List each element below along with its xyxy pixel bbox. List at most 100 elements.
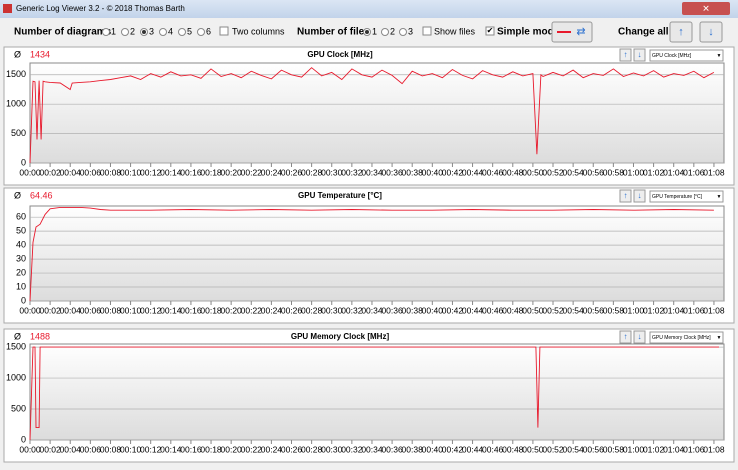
x-tick-label: 00:26 [281, 305, 303, 315]
x-tick-label: 00:46 [482, 305, 504, 315]
window-title: Generic Log Viewer 3.2 - © 2018 Thomas B… [16, 4, 185, 13]
x-tick-label: 00:38 [402, 167, 424, 177]
x-tick-label: 00:30 [321, 167, 343, 177]
up-icon: ↑ [678, 26, 684, 38]
simple-mode-checkbox[interactable] [485, 26, 495, 36]
x-tick-label: 00:48 [502, 444, 524, 454]
x-tick-label: 00:46 [482, 167, 504, 177]
x-tick-label: 00:16 [180, 444, 202, 454]
x-tick-label: 00:50 [522, 444, 544, 454]
axis-button[interactable] [619, 330, 632, 344]
up-button[interactable] [669, 21, 693, 43]
show-files-label: Show files [434, 26, 476, 36]
x-tick-label: 00:18 [200, 167, 222, 177]
radio-label: 3 [408, 26, 413, 36]
checkmark: ✔ [487, 26, 494, 35]
x-tick-label: 01:08 [703, 444, 725, 454]
radio-label: 2 [130, 26, 135, 36]
show-files-checkbox[interactable] [422, 26, 432, 36]
x-tick-label: 01:06 [683, 305, 705, 315]
axis-button[interactable] [633, 48, 646, 62]
radio-button[interactable] [197, 28, 205, 36]
y-tick-label: 60 [16, 212, 26, 222]
x-tick-label: 00:04 [60, 167, 82, 177]
x-tick-label: 00:24 [261, 305, 283, 315]
two-columns-checkbox[interactable] [219, 26, 229, 36]
radio-button[interactable] [381, 28, 389, 36]
x-tick-label: 00:38 [402, 305, 424, 315]
y-tick-label: 1500 [6, 69, 26, 79]
x-tick-label: 00:02 [39, 305, 61, 315]
avg-value: 1434 [30, 49, 50, 59]
series-dropdown[interactable] [649, 190, 724, 203]
y-tick-label: 30 [16, 253, 26, 263]
radio-label: 4 [168, 26, 173, 36]
data-line [29, 346, 719, 441]
chart-title: GPU Temperature [°C] [298, 191, 382, 200]
series-dropdown[interactable] [649, 331, 724, 344]
x-tick-label: 00:46 [482, 444, 504, 454]
x-tick-label: 00:28 [301, 444, 323, 454]
x-tick-label: 00:44 [462, 305, 484, 315]
files-label: Number of files [297, 27, 370, 38]
axis-button-icon: ↑ [624, 332, 628, 341]
x-tick-label: 01:04 [663, 305, 685, 315]
x-tick-label: 00:04 [60, 444, 82, 454]
x-tick-label: 00:24 [261, 444, 283, 454]
radio-button[interactable] [178, 28, 186, 36]
plot-area [29, 343, 725, 441]
x-tick-label: 00:04 [60, 305, 82, 315]
radio-label: 1 [111, 26, 116, 36]
y-tick-label: 0 [21, 434, 26, 444]
axis-button[interactable] [633, 330, 646, 344]
close-button[interactable] [682, 2, 730, 15]
x-tick-label: 00:00 [19, 167, 41, 177]
dropdown-label: GPU Clock [MHz] [652, 53, 692, 59]
x-tick-label: 00:22 [241, 305, 263, 315]
dropdown-label: GPU Memory Clock [MHz] [652, 335, 711, 341]
x-tick-label: 00:16 [180, 167, 202, 177]
down-button[interactable] [699, 21, 723, 43]
y-tick-label: 40 [16, 239, 26, 249]
avg-value: 64.46 [30, 190, 53, 200]
x-tick-label: 00:30 [321, 444, 343, 454]
axis-button[interactable] [633, 189, 646, 203]
y-tick-label: 500 [11, 403, 26, 413]
x-tick-label: 00:02 [39, 167, 61, 177]
y-tick-label: 500 [11, 128, 26, 138]
x-tick-label: 00:54 [562, 444, 584, 454]
x-tick-label: 00:32 [341, 444, 363, 454]
axis-button[interactable] [619, 189, 632, 203]
radio-button[interactable] [159, 28, 167, 36]
x-tick-label: 00:56 [583, 305, 605, 315]
x-tick-label: 00:24 [261, 167, 283, 177]
x-tick-label: 00:08 [100, 305, 122, 315]
x-tick-label: 00:28 [301, 167, 323, 177]
data-line [29, 206, 714, 302]
x-tick-label: 00:32 [341, 167, 363, 177]
series-dropdown[interactable] [649, 49, 724, 62]
radio-button[interactable] [121, 28, 129, 36]
radio-label: 5 [187, 26, 192, 36]
x-tick-label: 00:44 [462, 444, 484, 454]
swap-icon: ⇄ [576, 26, 585, 38]
x-tick-label: 01:02 [643, 444, 665, 454]
mode-button[interactable] [551, 21, 593, 43]
x-tick-label: 01:00 [623, 167, 645, 177]
x-tick-label: 00:52 [542, 167, 564, 177]
x-tick-label: 00:58 [603, 305, 625, 315]
x-tick-label: 00:28 [301, 305, 323, 315]
dropdown-arrow: ▼ [717, 53, 722, 59]
y-tick-label: 1500 [6, 341, 26, 351]
x-tick-label: 00:40 [422, 305, 444, 315]
y-tick-label: 0 [21, 157, 26, 167]
axis-button[interactable] [619, 48, 632, 62]
x-tick-label: 01:08 [703, 167, 725, 177]
radio-button[interactable] [399, 28, 407, 36]
x-tick-label: 00:36 [381, 305, 403, 315]
x-tick-label: 00:20 [221, 444, 243, 454]
x-tick-label: 00:58 [603, 444, 625, 454]
radio-button[interactable] [102, 28, 110, 36]
x-tick-label: 00:22 [241, 444, 263, 454]
radio-label: 1 [372, 26, 377, 36]
